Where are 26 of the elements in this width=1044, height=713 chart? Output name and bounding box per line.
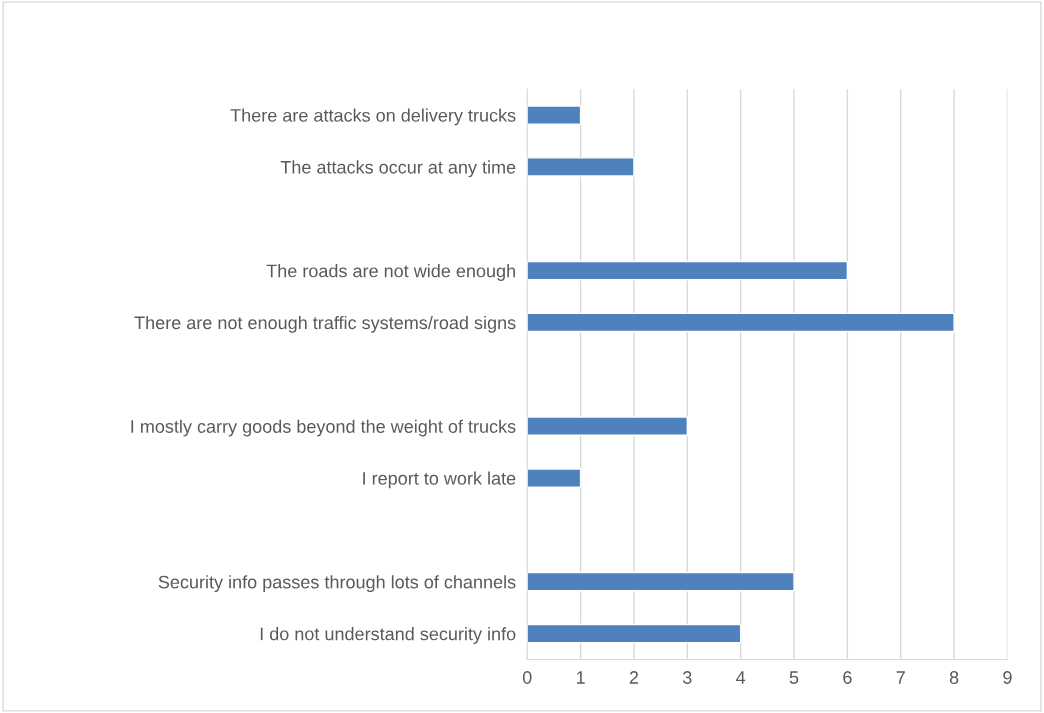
- bar: [527, 312, 955, 333]
- x-tick-label: 8: [949, 671, 959, 684]
- x-tick-label: 1: [576, 671, 585, 684]
- y-tick-label: I mostly carry goods beyond the weight of trucks: [131, 419, 516, 437]
- y-tick-label: The roads are not wide enough: [266, 264, 515, 281]
- bar: [527, 571, 795, 592]
- x-tick-label: 3: [682, 671, 692, 684]
- y-tick-label: There are not enough traffic systems/road signs: [134, 315, 516, 333]
- bar: [527, 623, 742, 644]
- y-tick-label: The attacks occur at any time: [280, 160, 516, 178]
- y-tick-label: I do not understand security info: [260, 627, 516, 644]
- bar: [527, 260, 849, 281]
- x-tick-label: 9: [1003, 671, 1012, 684]
- bar: [527, 468, 582, 488]
- x-tick-label: 6: [843, 671, 852, 684]
- bar: [527, 105, 582, 125]
- y-tick-label: I report to work late: [363, 471, 516, 489]
- x-tick-label: 5: [789, 671, 799, 684]
- bar: [527, 157, 635, 177]
- x-tick-label: 2: [629, 671, 639, 684]
- y-tick-label: Security info passes through lots of channels: [158, 575, 516, 593]
- x-tick-label: 4: [736, 671, 746, 684]
- x-tick-label: 7: [896, 671, 905, 684]
- x-tick-label: 0: [522, 671, 532, 684]
- y-tick-label: There are attacks on delivery trucks: [230, 108, 516, 126]
- bar: [527, 416, 688, 436]
